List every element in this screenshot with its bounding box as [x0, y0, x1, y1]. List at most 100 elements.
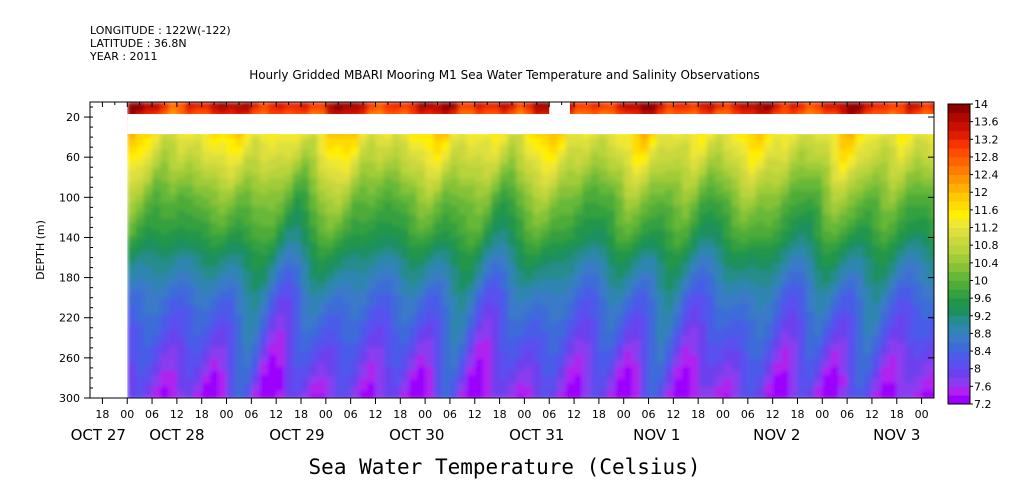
heatmap-cell: [358, 378, 368, 384]
heatmap-cell: [656, 286, 666, 292]
heatmap-cell: [408, 190, 418, 195]
heatmap-cell: [193, 154, 203, 159]
heatmap-cell: [441, 330, 451, 336]
heatmap-cell: [574, 326, 583, 332]
heatmap-cell: [201, 234, 211, 240]
heatmap-cell: [367, 286, 377, 292]
heatmap-cell: [474, 330, 484, 336]
heatmap-cell: [483, 258, 492, 264]
heatmap-cell: [615, 350, 625, 356]
heatmap-cell: [168, 282, 178, 288]
heatmap-cell: [524, 278, 534, 284]
heatmap-cell: [673, 178, 683, 183]
heatmap-cell: [367, 174, 377, 179]
heatmap-cell: [185, 266, 195, 272]
heatmap-cell: [433, 282, 443, 288]
heatmap-cell: [532, 146, 542, 151]
heatmap-cell: [549, 210, 559, 215]
heatmap-cell: [392, 338, 401, 344]
heatmap-cell: [152, 254, 161, 260]
heatmap-cell: [259, 298, 269, 304]
heatmap-cell: [358, 326, 368, 332]
heatmap-cell: [400, 366, 410, 372]
heatmap-cell: [276, 186, 286, 191]
heatmap-cell: [309, 238, 319, 244]
heatmap-cell: [441, 214, 451, 219]
heatmap-cell: [582, 110, 592, 115]
heatmap-cell: [631, 142, 641, 147]
heatmap-cell: [334, 370, 343, 376]
heatmap-cell: [491, 330, 501, 336]
heatmap-cell: [449, 386, 459, 392]
heatmap-cell: [152, 258, 161, 264]
heatmap-cell: [400, 106, 410, 111]
heatmap-cell: [673, 110, 683, 115]
heatmap-cell: [392, 194, 401, 199]
heatmap-cell: [665, 366, 674, 372]
heatmap-cell: [143, 366, 153, 372]
heatmap-cell: [574, 226, 583, 232]
heatmap-cell: [276, 274, 286, 280]
heatmap-cell: [507, 146, 517, 151]
heatmap-cell: [201, 186, 211, 191]
heatmap-cell: [466, 110, 476, 115]
heatmap-cell: [301, 158, 310, 163]
heatmap-cell: [334, 178, 343, 183]
heatmap-cell: [648, 266, 658, 272]
heatmap-cell: [408, 346, 418, 352]
heatmap-cell: [383, 190, 393, 195]
heatmap-cell: [309, 206, 319, 211]
heatmap-cell: [367, 250, 377, 256]
heatmap-cell: [665, 286, 674, 292]
heatmap-cell: [474, 326, 484, 332]
heatmap-cell: [640, 178, 650, 183]
heatmap-cell: [218, 286, 228, 292]
heatmap-cell: [251, 218, 261, 223]
heatmap-cell: [342, 370, 352, 376]
heatmap-cell: [243, 158, 252, 163]
heatmap-cell: [598, 234, 608, 240]
heatmap-cell: [234, 138, 244, 143]
heatmap-cell: [590, 182, 600, 187]
heatmap-cell: [276, 282, 286, 288]
heatmap-cell: [681, 194, 691, 199]
heatmap-cell: [425, 318, 434, 324]
heatmap-cell: [209, 366, 219, 372]
heatmap-cell: [590, 302, 600, 308]
heatmap-cell: [466, 162, 476, 167]
heatmap-cell: [127, 178, 137, 183]
heatmap-cell: [466, 250, 476, 256]
heatmap-cell: [309, 350, 319, 356]
heatmap-cell: [400, 386, 410, 392]
heatmap-cell: [350, 194, 360, 199]
heatmap-cell: [549, 354, 559, 360]
heatmap-cell: [433, 306, 443, 312]
heatmap-cell: [623, 394, 633, 398]
heatmap-cell: [524, 338, 534, 344]
heatmap-cell: [466, 154, 476, 159]
heatmap-cell: [483, 198, 492, 203]
heatmap-cell: [201, 242, 211, 248]
heatmap-cell: [466, 254, 476, 260]
heatmap-cell: [656, 162, 666, 167]
heatmap-cell: [665, 354, 674, 360]
heatmap-cell: [176, 162, 186, 167]
heatmap-cell: [392, 198, 401, 203]
heatmap-cell: [383, 350, 393, 356]
heatmap-cell: [516, 378, 526, 384]
heatmap-cell: [441, 190, 451, 195]
heatmap-cell: [631, 134, 641, 139]
heatmap-cell: [143, 378, 153, 384]
heatmap-cell: [143, 370, 153, 376]
heatmap-cell: [507, 330, 517, 336]
heatmap-cell: [499, 326, 509, 332]
heatmap-cell: [607, 186, 617, 191]
heatmap-cell: [160, 390, 170, 396]
heatmap-cell: [540, 154, 550, 159]
heatmap-cell: [565, 338, 575, 344]
heatmap-cell: [383, 234, 393, 240]
heatmap-cell: [449, 210, 459, 215]
heatmap-cell: [193, 150, 203, 155]
heatmap-cell: [532, 310, 542, 316]
heatmap-cell: [416, 134, 426, 139]
